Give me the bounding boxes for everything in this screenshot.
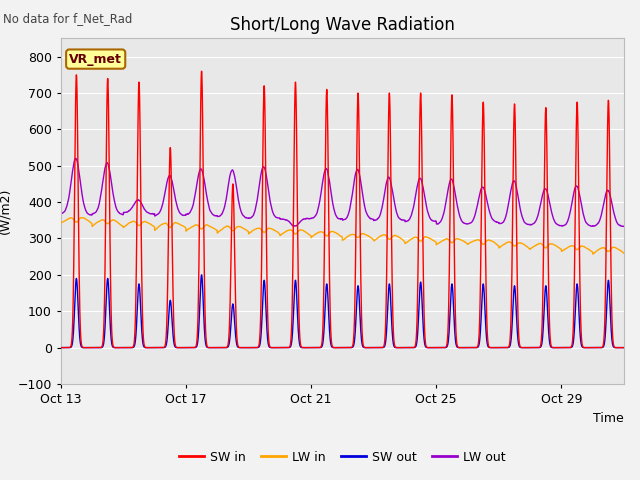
Text: No data for f_Net_Rad: No data for f_Net_Rad: [3, 12, 132, 25]
Y-axis label: (W/m2): (W/m2): [0, 188, 12, 234]
Legend: SW in, LW in, SW out, LW out: SW in, LW in, SW out, LW out: [174, 445, 511, 468]
Title: Short/Long Wave Radiation: Short/Long Wave Radiation: [230, 16, 455, 34]
X-axis label: Time: Time: [593, 411, 624, 425]
Text: VR_met: VR_met: [69, 53, 122, 66]
